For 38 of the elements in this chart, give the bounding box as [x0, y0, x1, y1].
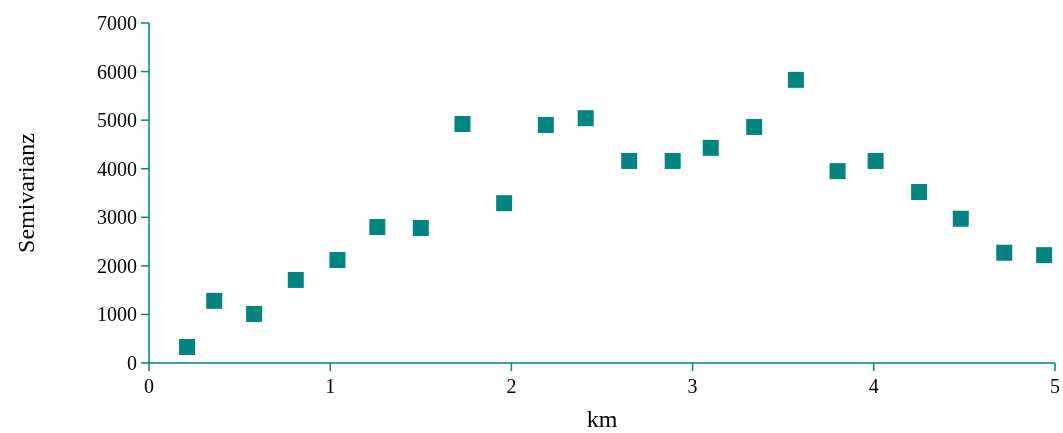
point — [952, 210, 969, 227]
point — [746, 118, 763, 135]
point — [1036, 247, 1053, 264]
point — [537, 117, 554, 133]
point — [179, 338, 196, 355]
x-tick-label: 5 — [1050, 375, 1060, 397]
point — [329, 252, 346, 269]
y-tick-label: 3000 — [97, 206, 137, 229]
point — [287, 271, 304, 288]
x-axis-title: km — [586, 406, 618, 432]
point — [577, 110, 594, 127]
x-tick-label: 2 — [506, 375, 517, 397]
point — [702, 139, 719, 156]
point — [206, 292, 223, 309]
point — [664, 152, 681, 169]
point — [246, 305, 263, 322]
point — [369, 219, 386, 235]
x-tick-label: 0 — [144, 375, 154, 397]
y-tick-label: 2000 — [97, 254, 137, 277]
y-axis-title: Semivarianz — [13, 133, 39, 253]
y-tick-label: 7000 — [97, 12, 137, 34]
y-tick-label: 6000 — [97, 60, 137, 83]
y-tick-label: 4000 — [97, 157, 137, 180]
x-tick-label: 3 — [687, 375, 698, 397]
point — [996, 244, 1013, 261]
point — [454, 116, 471, 133]
x-tick-label: 4 — [868, 375, 879, 397]
point — [829, 163, 846, 180]
point — [787, 71, 804, 88]
y-tick-label: 0 — [127, 352, 137, 374]
point — [621, 152, 638, 169]
point — [496, 195, 513, 212]
y-tick-label: 1000 — [97, 303, 137, 326]
point — [867, 152, 884, 169]
y-tick-label: 5000 — [97, 109, 137, 132]
x-tick-label: 1 — [325, 375, 336, 397]
point — [911, 184, 928, 201]
point — [412, 219, 429, 236]
